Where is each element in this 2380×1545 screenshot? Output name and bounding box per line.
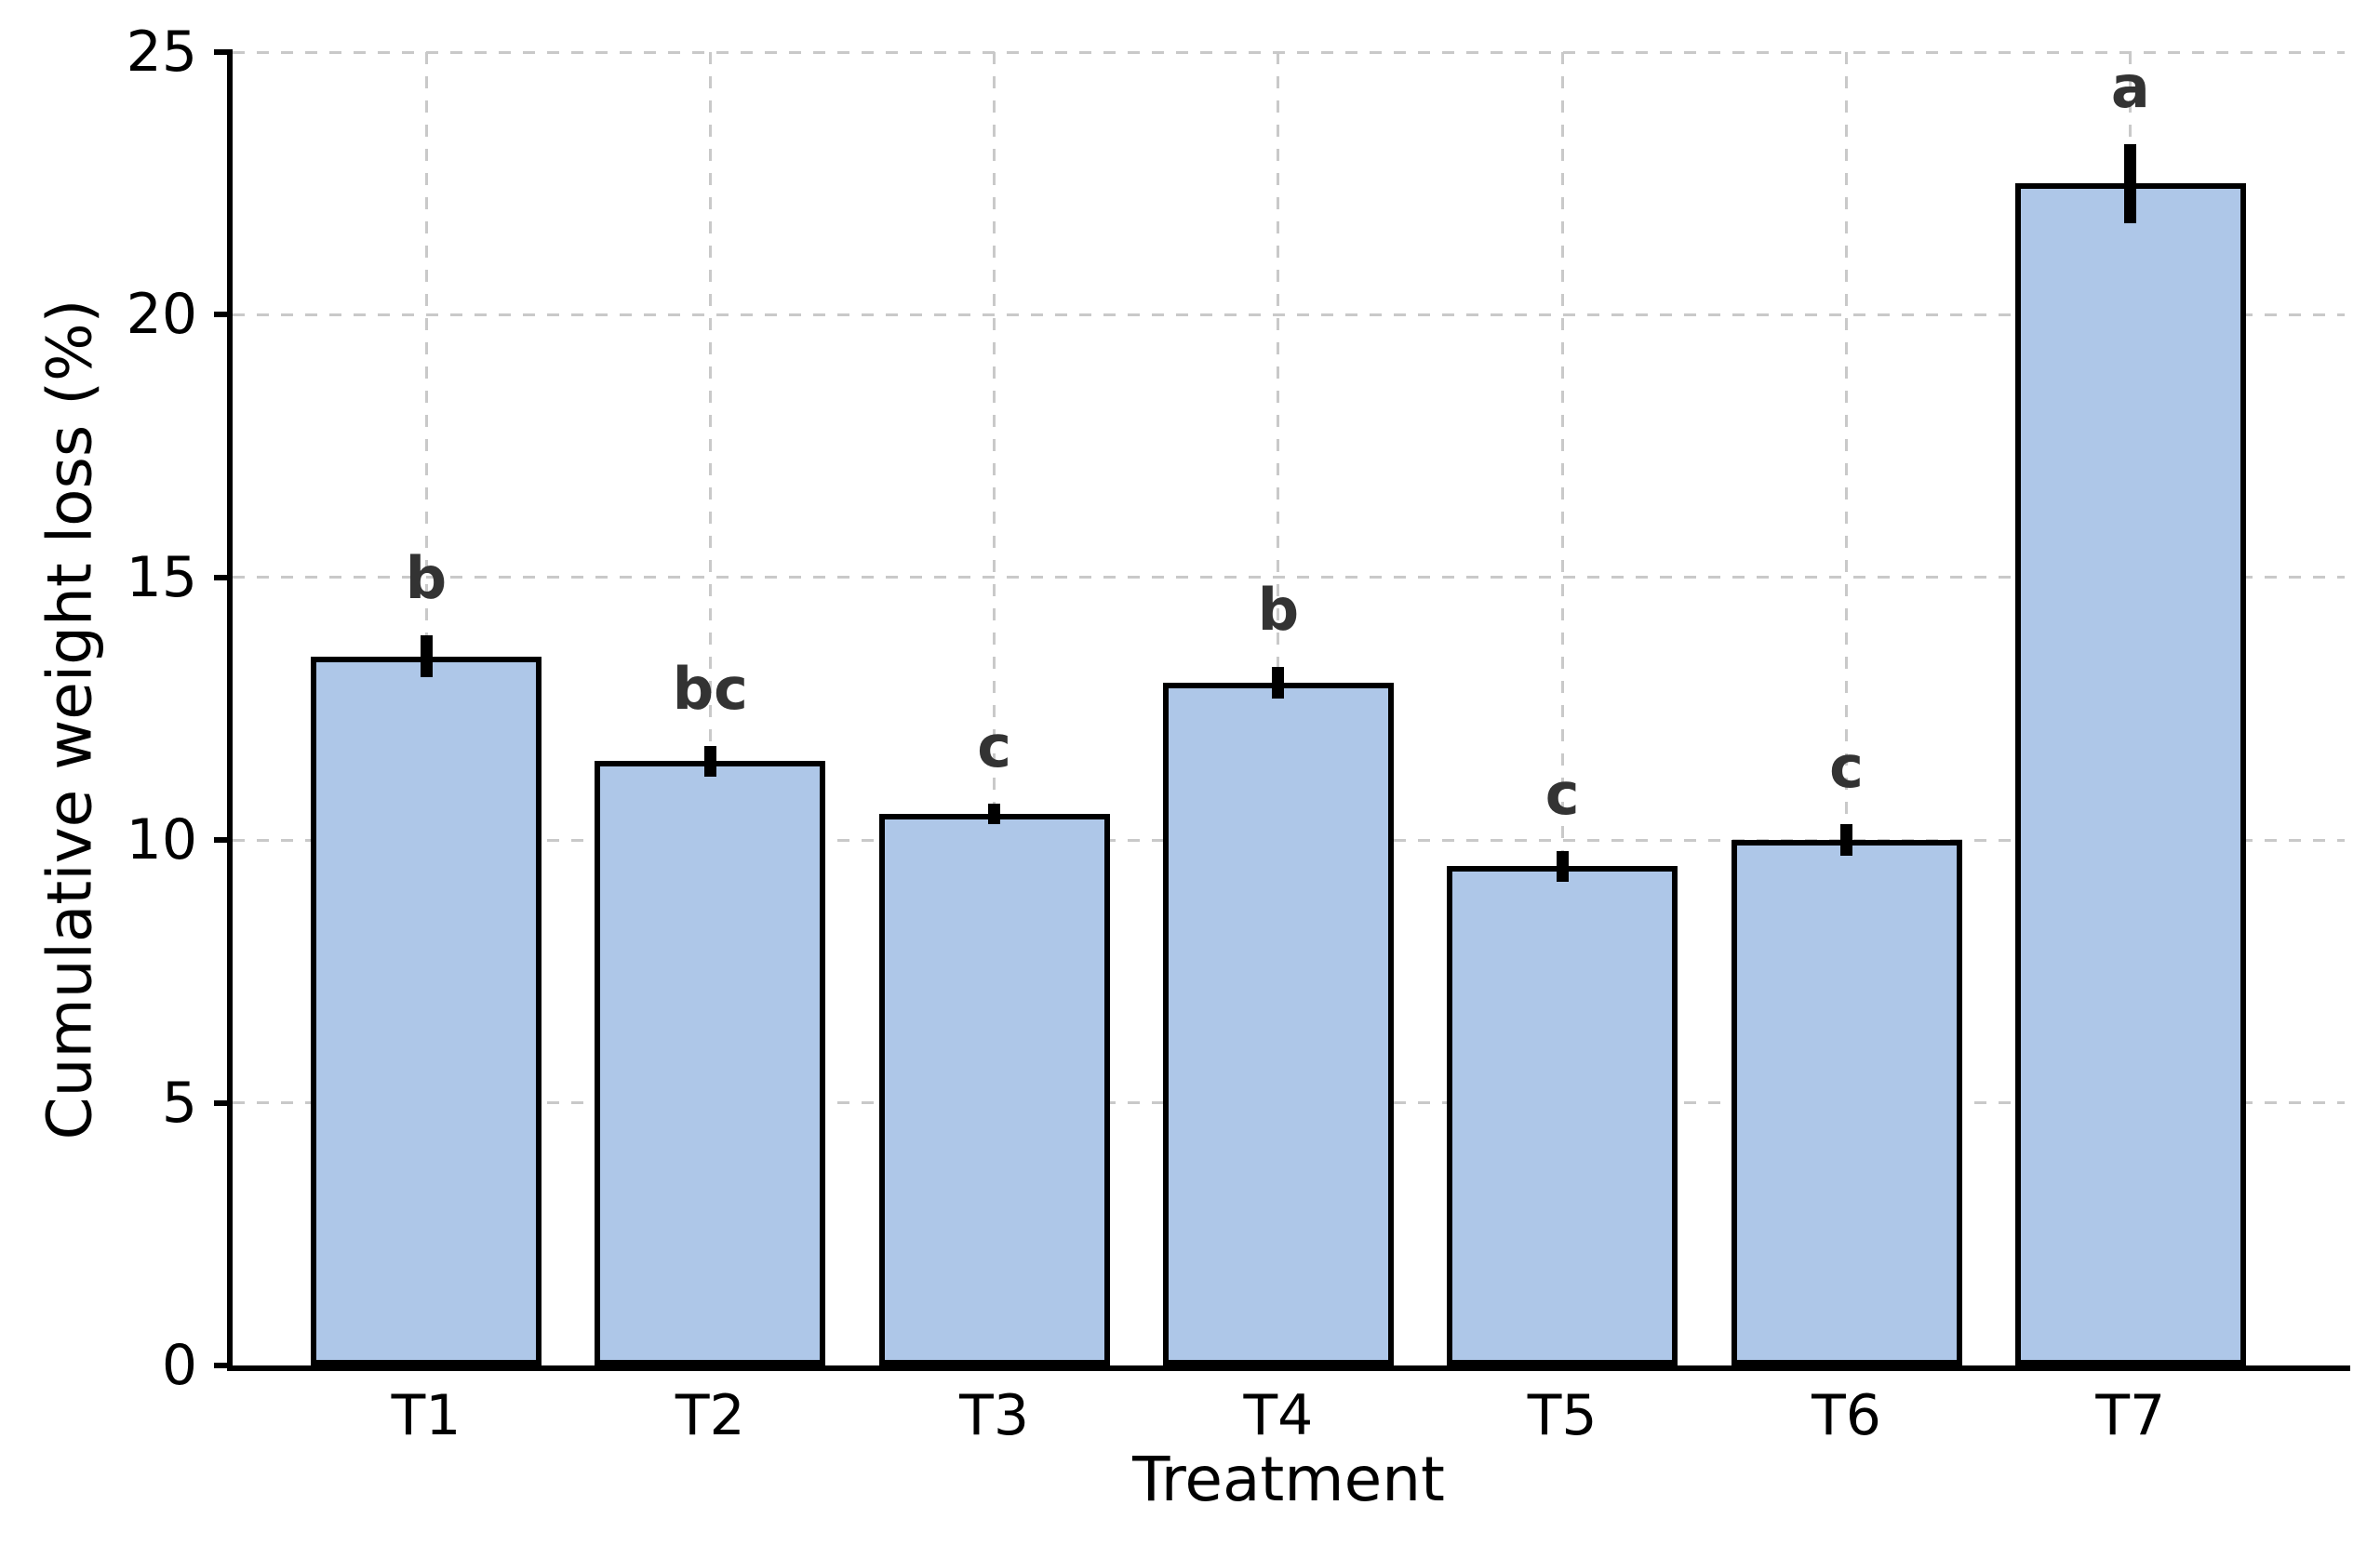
v-gridline-T6 bbox=[1845, 52, 1848, 1365]
error-bar-T2 bbox=[703, 745, 716, 778]
error-bar-T4 bbox=[1272, 666, 1285, 699]
bar-T2 bbox=[595, 761, 826, 1365]
x-tick-label-T2: T2 bbox=[675, 1383, 745, 1448]
x-axis-label: Treatment bbox=[1132, 1444, 1445, 1515]
y-tick-label-5: 5 bbox=[161, 1070, 197, 1136]
y-tick-20 bbox=[214, 312, 233, 318]
x-tick-label-T4: T4 bbox=[1243, 1383, 1314, 1448]
bar-T7 bbox=[2014, 183, 2246, 1365]
bar-T1 bbox=[311, 656, 542, 1365]
y-tick-label-25: 25 bbox=[126, 20, 197, 85]
bar-T6 bbox=[1731, 840, 1962, 1365]
y-tick-label-10: 10 bbox=[126, 807, 197, 873]
y-tick-0 bbox=[214, 1363, 233, 1368]
error-bar-T5 bbox=[1556, 850, 1569, 883]
sig-letter-T2: bc bbox=[672, 654, 748, 723]
x-tick-label-T5: T5 bbox=[1527, 1383, 1598, 1448]
h-gridline-20 bbox=[233, 313, 2345, 316]
y-tick-label-15: 15 bbox=[126, 544, 197, 610]
error-bar-T3 bbox=[988, 803, 1001, 825]
sig-letter-T4: b bbox=[1257, 575, 1300, 644]
y-tick-15 bbox=[214, 574, 233, 580]
x-tick-label-T6: T6 bbox=[1812, 1383, 1881, 1448]
h-gridline-25 bbox=[233, 50, 2345, 54]
plot-area: b bc c b c c a bbox=[233, 50, 2345, 1365]
bar-T3 bbox=[878, 813, 1110, 1365]
x-tick-label-T7: T7 bbox=[2095, 1383, 2166, 1448]
y-tick-label-20: 20 bbox=[126, 282, 197, 348]
x-tick-label-T3: T3 bbox=[959, 1383, 1029, 1448]
y-axis-label: Cumulative weight loss (%) bbox=[33, 299, 106, 1140]
h-gridline-15 bbox=[233, 576, 2345, 579]
y-axis-spine bbox=[227, 52, 233, 1371]
y-tick-5 bbox=[214, 1099, 233, 1106]
v-gridline-T2 bbox=[708, 52, 712, 1365]
y-tick-10 bbox=[214, 837, 233, 844]
sig-letter-T6: c bbox=[1829, 733, 1864, 802]
v-gridline-T3 bbox=[993, 52, 996, 1365]
y-tick-label-0: 0 bbox=[161, 1333, 197, 1398]
error-bar-T7 bbox=[2124, 143, 2137, 223]
error-bar-T6 bbox=[1840, 824, 1852, 857]
y-tick-25 bbox=[214, 49, 233, 55]
bar-T5 bbox=[1447, 866, 1678, 1365]
bar-T4 bbox=[1162, 682, 1394, 1365]
sig-letter-T7: a bbox=[2110, 52, 2150, 121]
sig-letter-T3: c bbox=[977, 712, 1011, 780]
v-gridline-T5 bbox=[1560, 52, 1564, 1365]
error-bar-T1 bbox=[420, 634, 433, 678]
sig-letter-T1: b bbox=[405, 543, 448, 612]
sig-letter-T5: c bbox=[1544, 759, 1580, 828]
x-axis-spine bbox=[227, 1365, 2350, 1371]
x-tick-label-T1: T1 bbox=[391, 1383, 461, 1448]
